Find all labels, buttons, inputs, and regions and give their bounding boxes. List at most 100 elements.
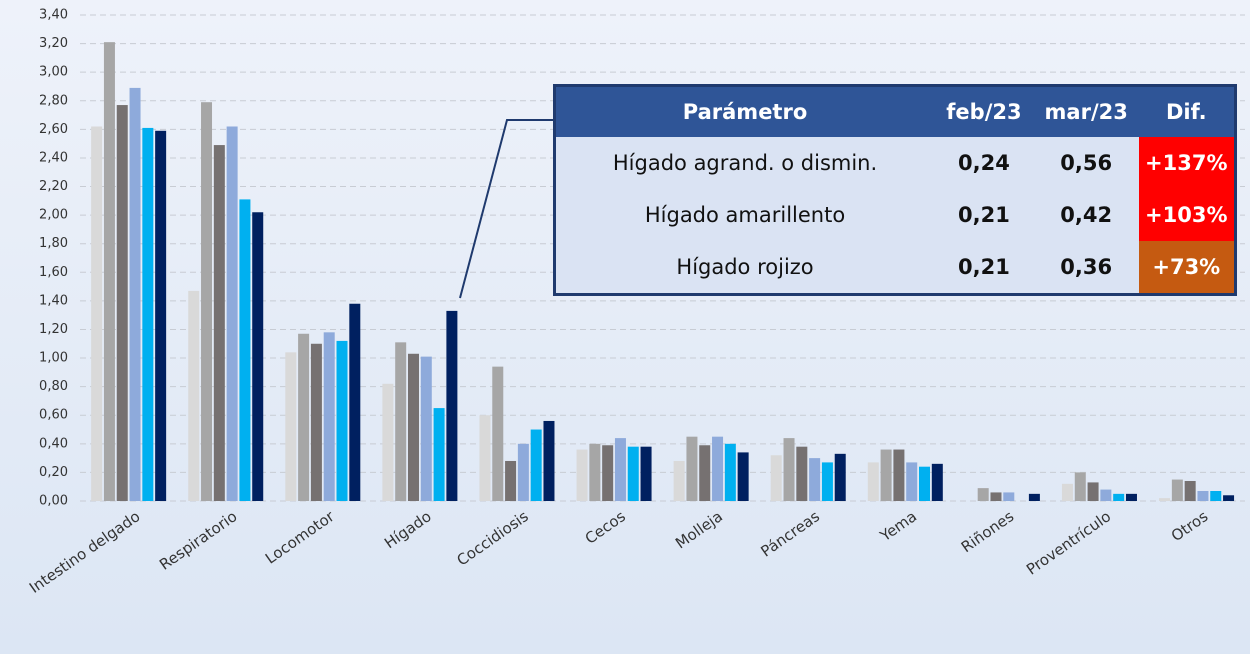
bar (906, 462, 918, 501)
header-cell: Dif. (1138, 85, 1236, 137)
bar (1125, 493, 1137, 501)
bar (505, 460, 517, 501)
bar (116, 105, 128, 501)
bar (1171, 479, 1183, 501)
bar (783, 438, 795, 501)
x-tick-label: Yema (876, 507, 920, 545)
bar (479, 415, 491, 501)
x-tick-label: Otros (1168, 507, 1212, 545)
bar (1159, 498, 1171, 501)
y-tick-label: 1,00 (39, 351, 68, 366)
bar (543, 420, 555, 501)
bar (770, 455, 782, 501)
x-tick-label: Proventrículo (1023, 507, 1114, 578)
y-tick-label: 1,80 (39, 236, 68, 251)
bar (433, 408, 445, 501)
bar (420, 356, 432, 501)
bar (1061, 483, 1073, 501)
table-row: Hígado agrand. o dismin. 0,24 0,56 +137% (554, 137, 1236, 189)
table-row: Hígado rojizo 0,21 0,36 +73% (554, 241, 1236, 295)
bar (686, 436, 698, 501)
bar (103, 42, 115, 502)
bar (1028, 493, 1040, 501)
table-cell: +137% (1138, 137, 1236, 189)
y-tick-label: 2,00 (39, 208, 68, 223)
bar (821, 462, 833, 501)
bar (91, 126, 103, 502)
bar (809, 458, 821, 501)
bar (919, 466, 931, 501)
x-tick-label: Riñones (958, 507, 1017, 556)
bar (796, 446, 808, 501)
bar (1074, 472, 1086, 501)
y-tick-label: 0,60 (39, 408, 68, 423)
y-tick-label: 3,20 (39, 36, 68, 51)
x-tick-label: Coccidiosis (453, 507, 531, 569)
table-cell: 0,21 (934, 241, 1034, 295)
x-tick-label: Molleja (672, 507, 726, 552)
bar (1210, 490, 1222, 501)
bar (395, 342, 407, 501)
table-cell: 0,36 (1033, 241, 1139, 295)
bar (1197, 490, 1209, 501)
y-tick-label: 1,60 (39, 265, 68, 280)
bar (155, 130, 167, 501)
x-tick-label: Intestino delgado (26, 507, 143, 597)
bar (990, 492, 1002, 501)
bar (323, 332, 335, 501)
inset-table: Parámetro feb/23 mar/23 Dif. Hígado agrand. … (553, 84, 1237, 296)
bar (576, 449, 588, 501)
x-tick-label: Respiratorio (156, 507, 240, 574)
y-tick-label: 2,60 (39, 122, 68, 137)
x-tick-label: Locomotor (262, 507, 338, 568)
y-tick-label: 1,40 (39, 293, 68, 308)
table-cell: +103% (1138, 189, 1236, 241)
y-tick-label: 2,80 (39, 93, 68, 108)
bar (1087, 482, 1099, 501)
bar (226, 126, 238, 502)
callout-line (459, 119, 553, 299)
table-cell: 0,56 (1033, 137, 1139, 189)
table-cell: 0,21 (934, 189, 1034, 241)
table-row: Hígado amarillento 0,21 0,42 +103% (554, 189, 1236, 241)
bar (285, 352, 297, 501)
bar (834, 453, 846, 501)
x-tick-label: Cecos (582, 507, 629, 548)
header-cell: mar/23 (1033, 85, 1139, 137)
table-cell: 0,42 (1033, 189, 1139, 241)
bar (252, 212, 264, 501)
bar (213, 145, 225, 501)
y-tick-label: 0,00 (39, 494, 68, 509)
bar (201, 102, 213, 501)
bar (867, 462, 879, 501)
bar (349, 303, 361, 501)
y-tick-label: 1,20 (39, 322, 68, 337)
bar (530, 429, 542, 501)
table-cell: Hígado agrand. o dismin. (554, 137, 935, 189)
bar (1100, 489, 1112, 501)
bar (382, 383, 394, 501)
bar (142, 127, 154, 502)
bar (699, 445, 711, 501)
bar (1113, 493, 1125, 501)
bar (1223, 495, 1235, 501)
bar (517, 443, 529, 501)
y-tick-label: 3,00 (39, 65, 68, 80)
bar (589, 443, 601, 501)
bar (239, 199, 251, 502)
bar (492, 366, 504, 501)
bar (627, 446, 639, 501)
bar (298, 333, 310, 501)
x-tick-label: Páncreas (757, 507, 823, 561)
x-tick-label: Hígado (381, 507, 435, 552)
bar (737, 452, 749, 501)
header-cell: Parámetro (554, 85, 935, 137)
bar (640, 446, 652, 501)
bar (336, 340, 348, 501)
bar (931, 463, 943, 501)
bar (712, 436, 724, 501)
bar (310, 343, 322, 501)
header-cell: feb/23 (934, 85, 1034, 137)
